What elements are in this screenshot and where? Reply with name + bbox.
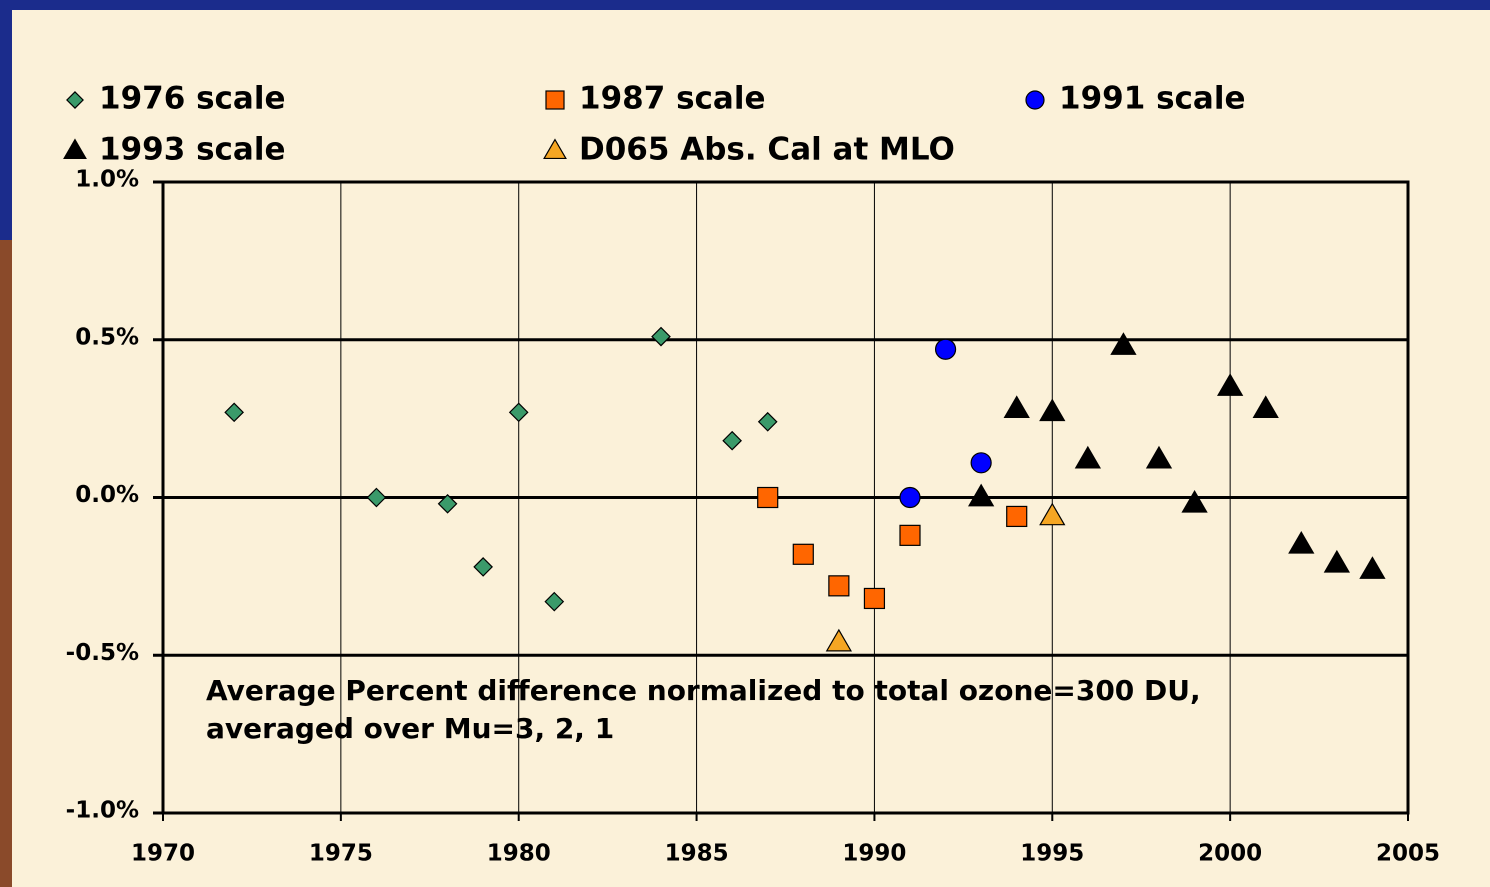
- point: [936, 339, 956, 359]
- legend-label: 1991 scale: [1059, 81, 1245, 117]
- x-tick-label: 1975: [309, 841, 373, 867]
- x-tick-label: 2000: [1198, 841, 1262, 867]
- point: [758, 488, 778, 508]
- point: [864, 588, 884, 608]
- x-tick-label: 1995: [1020, 841, 1084, 867]
- annotation: Average Percent difference normalized to…: [206, 674, 1201, 707]
- x-tick-label: 1970: [131, 841, 195, 867]
- x-tick-label: 1985: [665, 841, 729, 867]
- y-tick-label: 1.0%: [75, 167, 139, 193]
- x-tick-label: 1990: [842, 841, 906, 867]
- x-tick-label: 1980: [487, 841, 551, 867]
- point: [793, 544, 813, 564]
- point: [971, 453, 991, 473]
- y-tick-label: 0.0%: [75, 482, 139, 508]
- legend-label: 1993 scale: [99, 132, 285, 168]
- x-tick-label: 2005: [1376, 841, 1440, 867]
- legend-label: 1987 scale: [579, 81, 765, 117]
- frame-edge: [0, 240, 14, 887]
- point: [900, 525, 920, 545]
- point: [900, 488, 920, 508]
- point: [1007, 506, 1027, 526]
- legend-label: 1976 scale: [99, 81, 285, 117]
- legend-label: D065 Abs. Cal at MLO: [579, 132, 955, 168]
- y-tick-label: -0.5%: [66, 640, 139, 666]
- y-tick-label: 0.5%: [75, 324, 139, 350]
- chart: 1970 1975 1980 1985 1990 1995 2000 2005 -1.0% -0.…: [0, 0, 1490, 887]
- y-tick-label: -1.0%: [66, 798, 139, 824]
- legend-marker: [1026, 91, 1044, 109]
- point: [829, 576, 849, 596]
- page: 1970 1975 1980 1985 1990 1995 2000 2005 -1.0% -0.…: [0, 0, 1490, 887]
- annotation: averaged over Mu=3, 2, 1: [206, 712, 614, 745]
- legend-marker: [546, 91, 564, 109]
